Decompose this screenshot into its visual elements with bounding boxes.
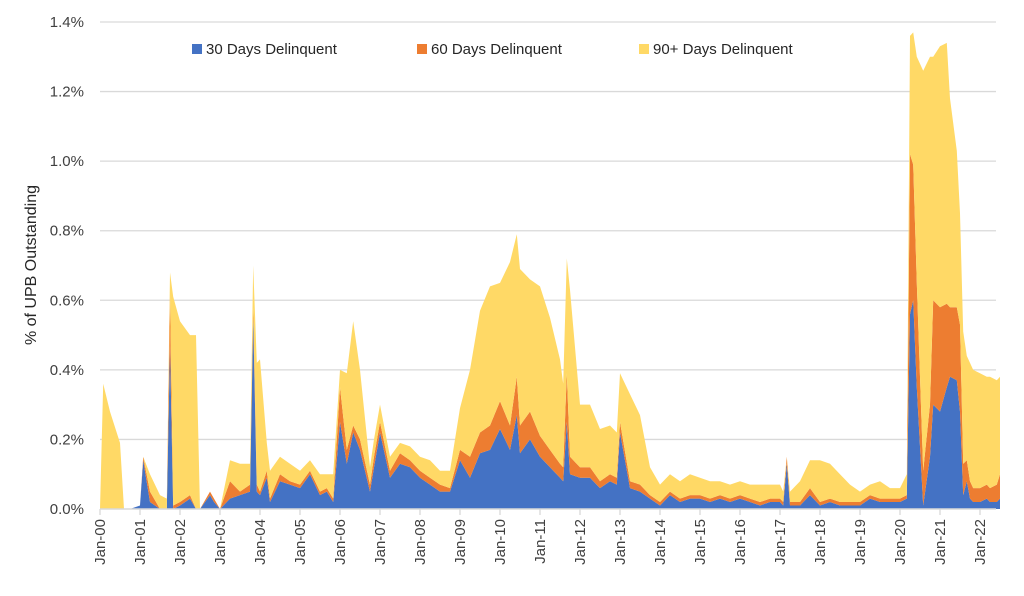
x-tick-label: Jan-03 [212, 519, 229, 565]
y-tick-label: 1.4% [50, 14, 84, 31]
x-tick-label: Jan-09 [452, 519, 469, 565]
x-tick-label: Jan-01 [132, 519, 149, 565]
x-tick-label: Jan-21 [932, 519, 949, 565]
legend-label: 90+ Days Delinquent [653, 41, 794, 58]
y-axis-title: % of UPB Outstanding [23, 185, 40, 345]
legend-swatch [417, 44, 427, 54]
y-tick-label: 0.6% [50, 292, 84, 309]
x-tick-label: Jan-17 [772, 519, 789, 565]
legend-swatch [639, 44, 649, 54]
x-tick-label: Jan-11 [532, 519, 549, 564]
x-tick-label: Jan-12 [572, 519, 589, 565]
area-60-days-delinquent [100, 154, 1000, 509]
series-areas [100, 32, 1000, 510]
x-tick-label: Jan-15 [692, 519, 709, 565]
area-30-days-delinquent [100, 300, 1000, 509]
y-tick-label: 0.2% [50, 431, 84, 448]
x-tick-label: Jan-08 [412, 519, 429, 565]
x-axis: Jan-00 Jan-01 Jan-02 Jan-03 Jan-04 Jan-05 Jan-… [92, 508, 996, 565]
x-tick-label: Jan-10 [492, 519, 509, 565]
gridlines [100, 21, 996, 441]
x-tick-label: Jan-06 [332, 519, 349, 565]
x-tick-label: Jan-00 [92, 519, 109, 565]
x-tick-label: Jan-20 [892, 519, 909, 565]
y-tick-label: 1.2% [50, 84, 84, 101]
legend-label: 30 Days Delinquent [206, 41, 338, 58]
legend: 30 Days Delinquent 60 Days Delinquent 90+ … [192, 41, 794, 58]
x-tick-label: Jan-19 [852, 519, 869, 565]
legend-label: 60 Days Delinquent [431, 41, 563, 58]
legend-swatch [192, 44, 202, 54]
x-tick-label: Jan-18 [812, 519, 829, 565]
x-tick-label: Jan-14 [652, 519, 669, 565]
area-90-days-delinquent [100, 32, 1000, 510]
x-tick-label: Jan-22 [972, 519, 989, 565]
y-tick-label: 0.4% [50, 362, 84, 379]
y-tick-label: 1.0% [50, 153, 84, 170]
x-tick-label: Jan-02 [172, 519, 189, 565]
y-axis: 0.0% 0.2% 0.4% 0.6% 0.8% 1.0% 1.2% 1.4% [50, 14, 84, 518]
y-tick-label: 0.0% [50, 501, 84, 518]
x-tick-label: Jan-05 [292, 519, 309, 565]
y-tick-label: 0.8% [50, 223, 84, 240]
x-tick-label: Jan-07 [372, 519, 389, 565]
x-tick-label: Jan-16 [732, 519, 749, 565]
x-tick-label: Jan-04 [252, 519, 269, 565]
x-tick-label: Jan-13 [612, 519, 629, 565]
